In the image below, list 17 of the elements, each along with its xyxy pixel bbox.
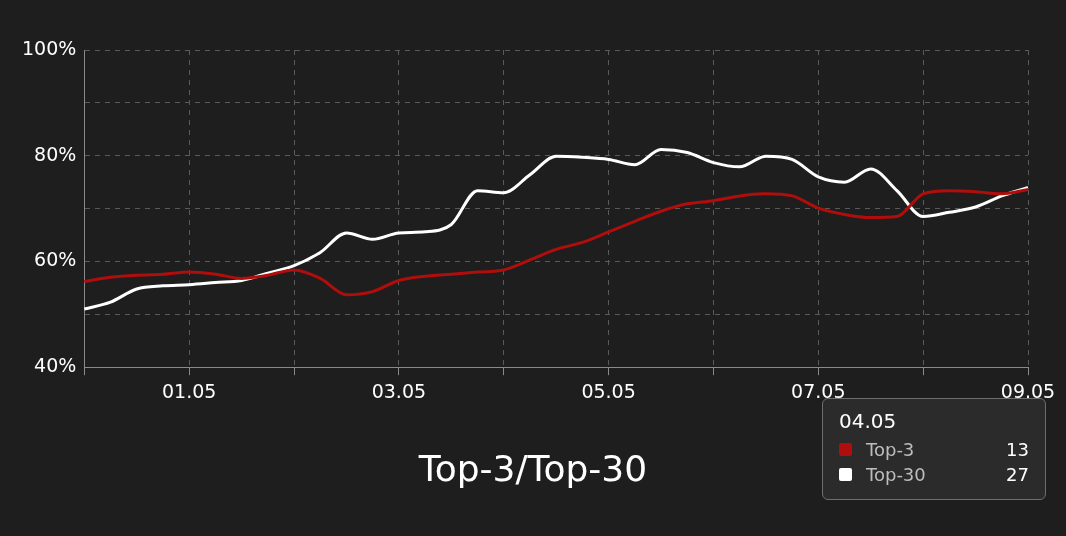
x-tick-label: 01.05 [161,379,217,402]
text: Top-3/Top-30 [418,448,648,489]
legend-label: Top-3 [866,439,916,460]
y-tick-label: 60% [34,248,77,271]
line-series [82,188,1030,297]
y-tick-label: 40% [34,354,77,377]
x-tick-label: 07.05 [791,379,846,402]
text: 13 [1006,439,1029,460]
x-tick-label: 03.05 [371,379,427,402]
y-tick-label: 100% [21,36,77,59]
x-tick-label: 09.05 [1000,379,1056,402]
text: 04.05 [839,409,898,433]
x-tick-label: 05.05 [581,379,636,402]
line-series [82,147,1030,311]
legend-label: Top-30 [866,464,927,485]
y-tick-label: 80% [34,142,77,165]
text: 27 [1006,464,1029,485]
